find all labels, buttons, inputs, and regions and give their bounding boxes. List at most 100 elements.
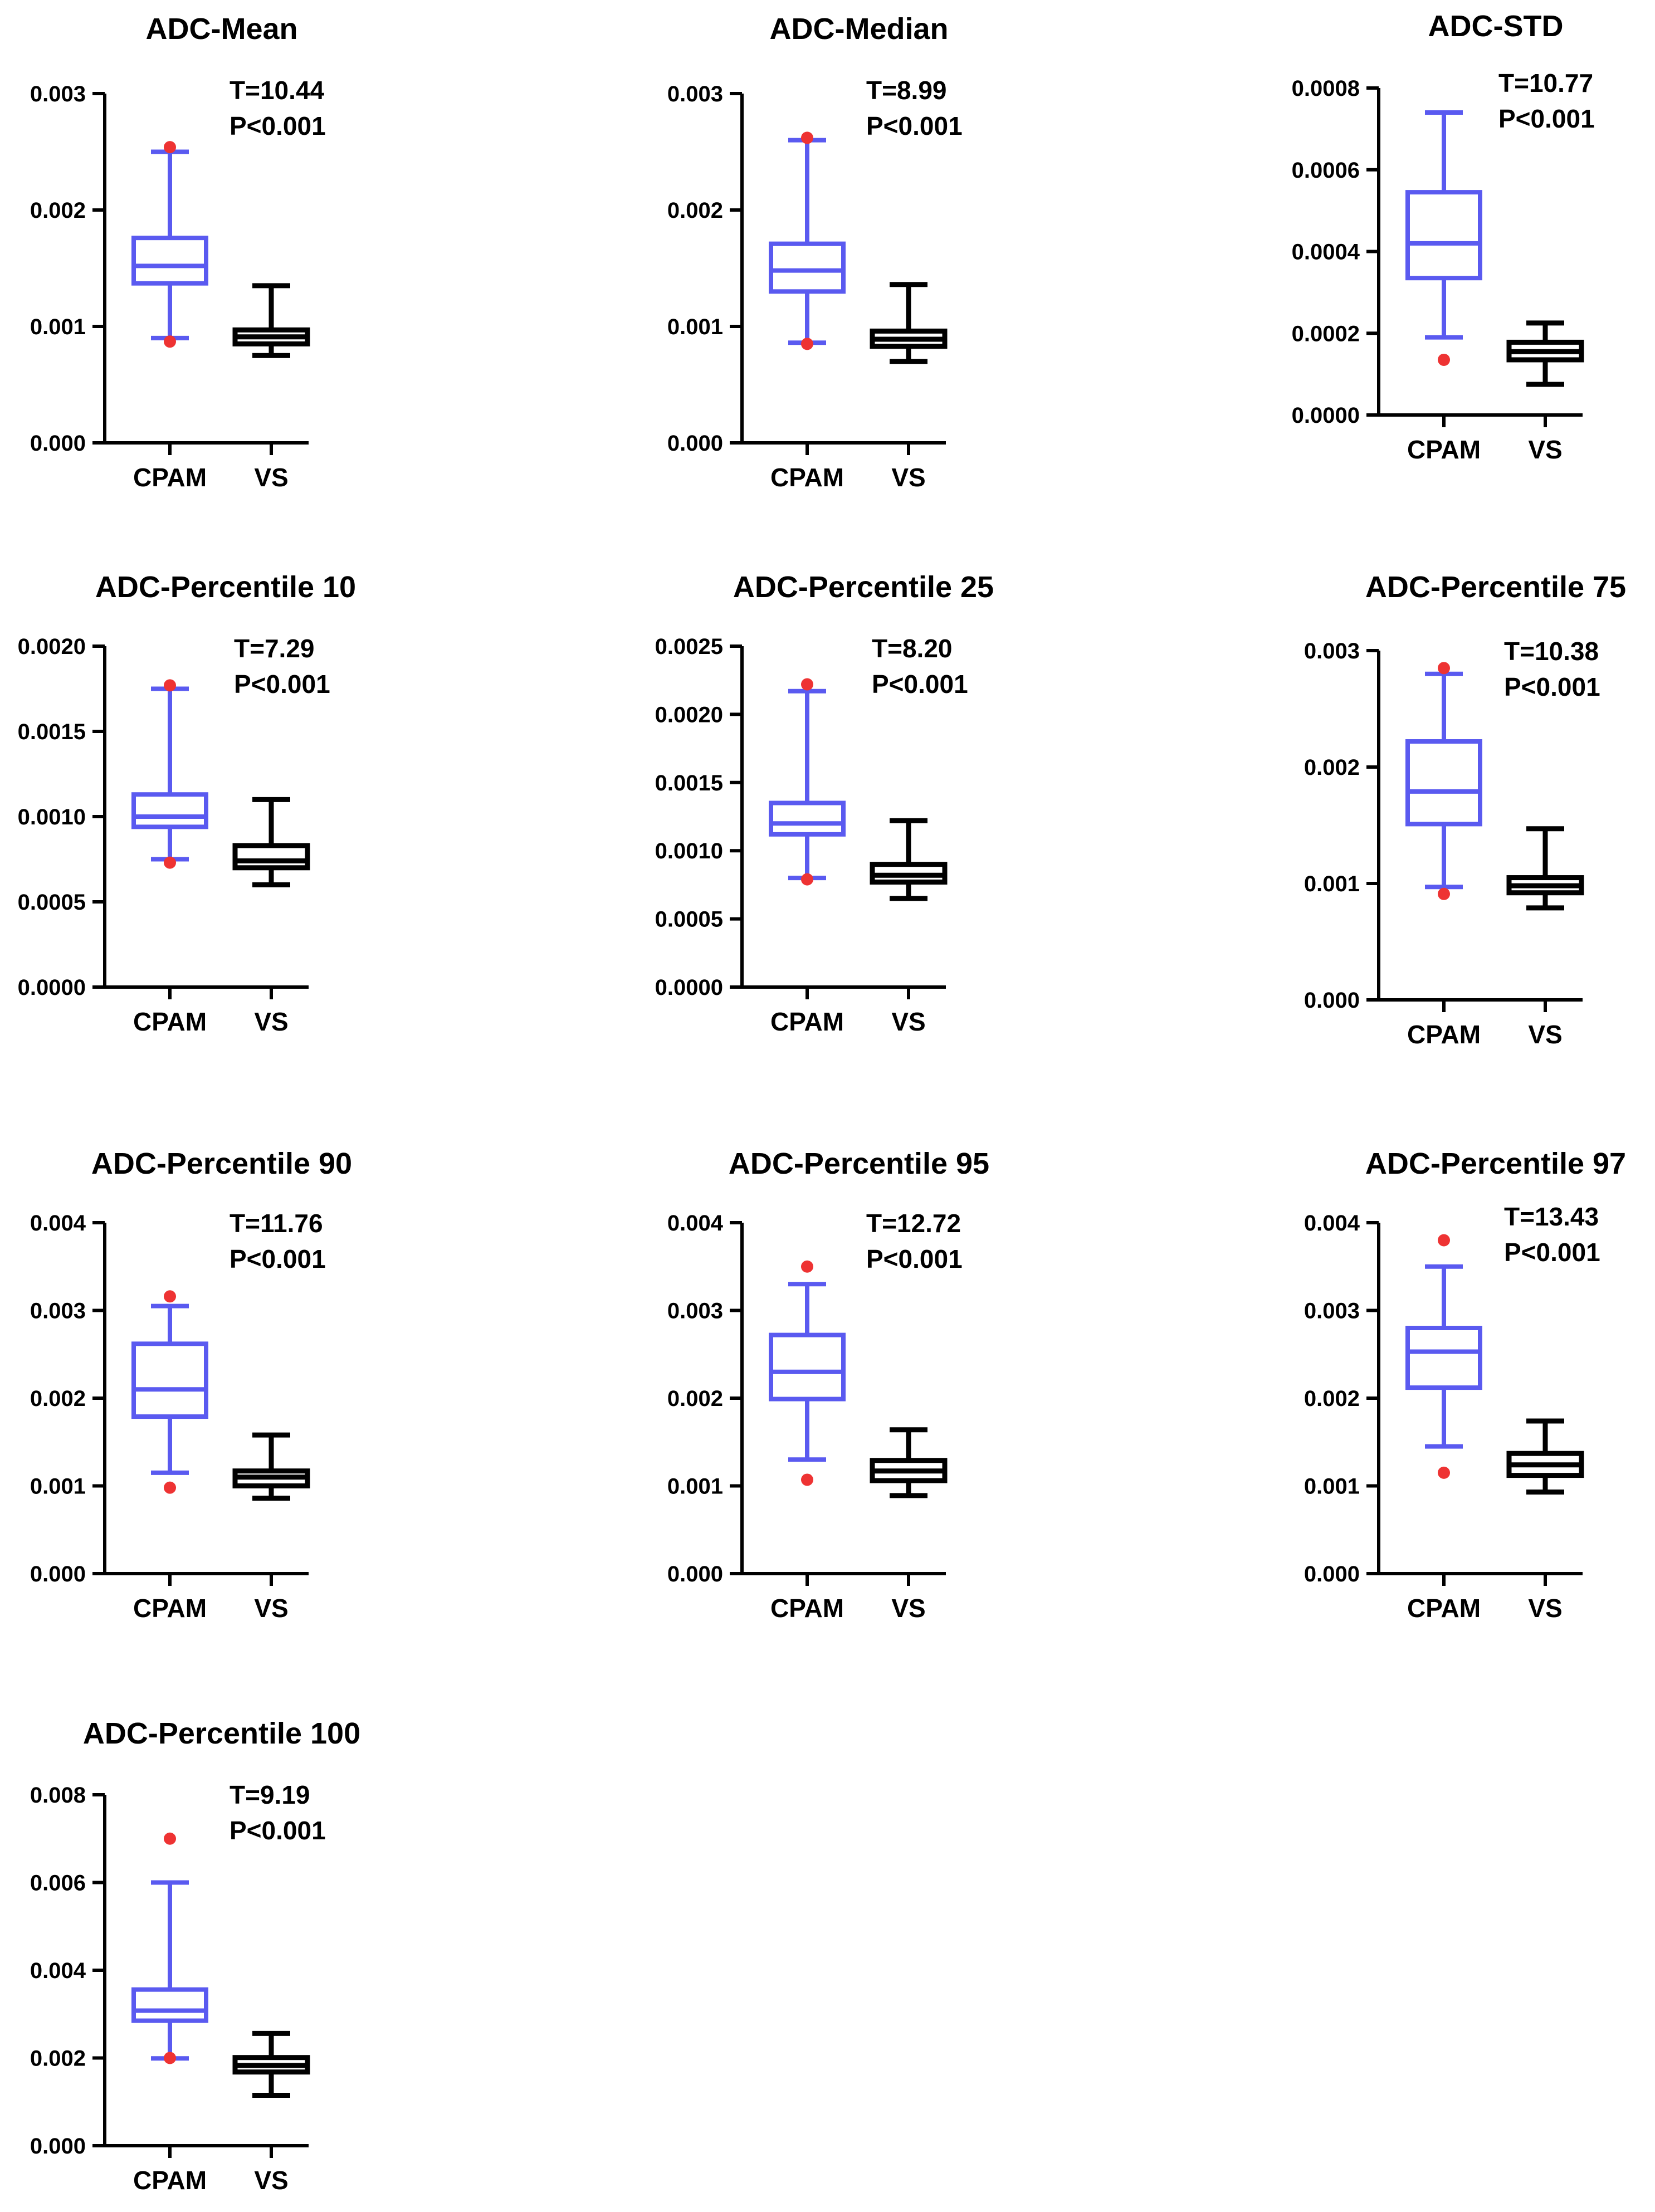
x-tick-label: VS [254, 463, 288, 492]
y-tick-label: 0.004 [30, 1959, 86, 1983]
outlier-point [164, 2052, 176, 2064]
iqr-box [131, 1341, 208, 1419]
x-tick-label: VS [254, 2166, 288, 2195]
y-tick-label: 0.0000 [1292, 403, 1360, 428]
y-tick-label: 0.003 [667, 1299, 723, 1324]
outlier-point [164, 335, 176, 348]
y-tick-label: 0.0015 [18, 720, 86, 744]
outlier-point [1438, 353, 1450, 366]
x-tick-label: CPAM [770, 463, 844, 492]
y-tick-label: 0.001 [30, 315, 86, 339]
outlier-point [164, 1290, 176, 1303]
outlier-point [801, 1473, 813, 1486]
x-tick-label: VS [254, 1007, 288, 1036]
panel-title: ADC-STD [1428, 9, 1564, 43]
p-value-label: P<0.001 [234, 670, 330, 699]
y-tick-label: 0.000 [667, 431, 723, 456]
outlier-point [1438, 1466, 1450, 1479]
x-tick-label: CPAM [770, 1007, 844, 1036]
panel-title: ADC-Percentile 75 [1365, 570, 1626, 604]
y-tick-label: 0.003 [1304, 1299, 1360, 1324]
y-tick-label: 0.000 [1304, 988, 1360, 1013]
y-tick-label: 0.000 [30, 1562, 86, 1586]
x-tick-label: VS [891, 463, 925, 492]
t-statistic-label: T=8.20 [872, 634, 953, 663]
panel-title: ADC-Percentile 10 [95, 570, 356, 604]
y-tick-label: 0.0000 [18, 975, 86, 1000]
y-tick-label: 0.0002 [1292, 321, 1360, 346]
outlier-point [801, 338, 813, 350]
iqr-box [131, 1987, 208, 2023]
outlier-point [801, 131, 813, 144]
t-statistic-label: T=10.44 [230, 76, 324, 105]
box-plot-panel: ADC-Mean T=10.44 P<0.001 0.000 0.001 0.002 0.0… [30, 12, 326, 492]
panel-title: ADC-Median [770, 12, 949, 46]
t-statistic-label: T=12.72 [866, 1209, 961, 1238]
panel-title: ADC-Percentile 25 [733, 570, 994, 604]
x-tick-label: CPAM [770, 1594, 844, 1623]
y-tick-label: 0.000 [30, 2134, 86, 2159]
iqr-box [1405, 1326, 1482, 1390]
y-tick-label: 0.003 [667, 82, 723, 106]
panel-title: ADC-Percentile 90 [91, 1147, 352, 1180]
x-tick-label: VS [254, 1594, 288, 1623]
iqr-box [131, 236, 208, 286]
y-tick-label: 0.003 [30, 1299, 86, 1324]
y-tick-label: 0.0005 [655, 907, 723, 932]
y-tick-label: 0.001 [667, 1474, 723, 1499]
y-tick-label: 0.001 [30, 1474, 86, 1499]
box-plot-panel: ADC-Percentile 90 T=11.76 P<0.001 0.000 0.00… [30, 1147, 352, 1623]
p-value-label: P<0.001 [866, 111, 963, 140]
iqr-box [1405, 739, 1482, 827]
outlier-point [164, 141, 176, 154]
box-plot-panel: ADC-Percentile 75 T=10.38 P<0.001 0.000 0.00… [1304, 570, 1626, 1049]
y-tick-label: 0.004 [667, 1211, 724, 1236]
y-tick-label: 0.004 [30, 1211, 86, 1236]
y-tick-label: 0.000 [667, 1562, 723, 1586]
y-tick-label: 0.001 [1304, 1474, 1360, 1499]
x-tick-label: CPAM [133, 2166, 207, 2195]
box-plot-panel: ADC-Percentile 97 T=13.43 P<0.001 0.000 0.00… [1304, 1147, 1626, 1623]
y-tick-label: 0.0010 [18, 805, 86, 829]
y-tick-label: 0.002 [1304, 755, 1360, 780]
outlier-point [1438, 1234, 1450, 1247]
p-value-label: P<0.001 [230, 1816, 326, 1845]
outlier-point [801, 1260, 813, 1273]
y-tick-label: 0.0006 [1292, 158, 1360, 183]
p-value-label: P<0.001 [872, 670, 968, 699]
p-value-label: P<0.001 [230, 111, 326, 140]
y-tick-label: 0.003 [30, 82, 86, 106]
y-tick-label: 0.0020 [655, 702, 723, 727]
y-tick-label: 0.0015 [655, 771, 723, 795]
y-tick-label: 0.001 [1304, 872, 1360, 896]
outlier-point [164, 1481, 176, 1494]
outlier-point [164, 1832, 176, 1845]
t-statistic-label: T=9.19 [230, 1780, 310, 1809]
y-tick-label: 0.000 [1304, 1562, 1360, 1586]
x-tick-label: CPAM [1407, 1020, 1481, 1049]
t-statistic-label: T=13.43 [1504, 1202, 1599, 1231]
x-tick-label: VS [1528, 1020, 1562, 1049]
outlier-point [164, 856, 176, 869]
x-tick-label: CPAM [133, 463, 207, 492]
x-tick-label: CPAM [1407, 1594, 1481, 1623]
p-value-label: P<0.001 [1504, 672, 1600, 701]
t-statistic-label: T=11.76 [230, 1209, 323, 1238]
y-tick-label: 0.0008 [1292, 76, 1360, 101]
y-tick-label: 0.008 [30, 1783, 86, 1808]
t-statistic-label: T=7.29 [234, 634, 315, 663]
iqr-box [769, 1332, 846, 1402]
y-tick-label: 0.0025 [655, 634, 723, 659]
box-plot-panel: ADC-Percentile 25 T=8.20 P<0.001 0.0000 0.00… [655, 570, 994, 1036]
y-tick-label: 0.001 [667, 315, 723, 339]
y-tick-label: 0.0020 [18, 634, 86, 659]
y-tick-label: 0.0005 [18, 890, 86, 915]
panel-title: ADC-Percentile 100 [83, 1717, 360, 1750]
x-tick-label: VS [1528, 435, 1562, 464]
p-value-label: P<0.001 [866, 1244, 963, 1273]
panel-title: ADC-Percentile 95 [729, 1147, 989, 1180]
y-tick-label: 0.002 [667, 1386, 723, 1411]
iqr-box [1405, 190, 1482, 281]
t-statistic-label: T=10.38 [1504, 637, 1599, 666]
